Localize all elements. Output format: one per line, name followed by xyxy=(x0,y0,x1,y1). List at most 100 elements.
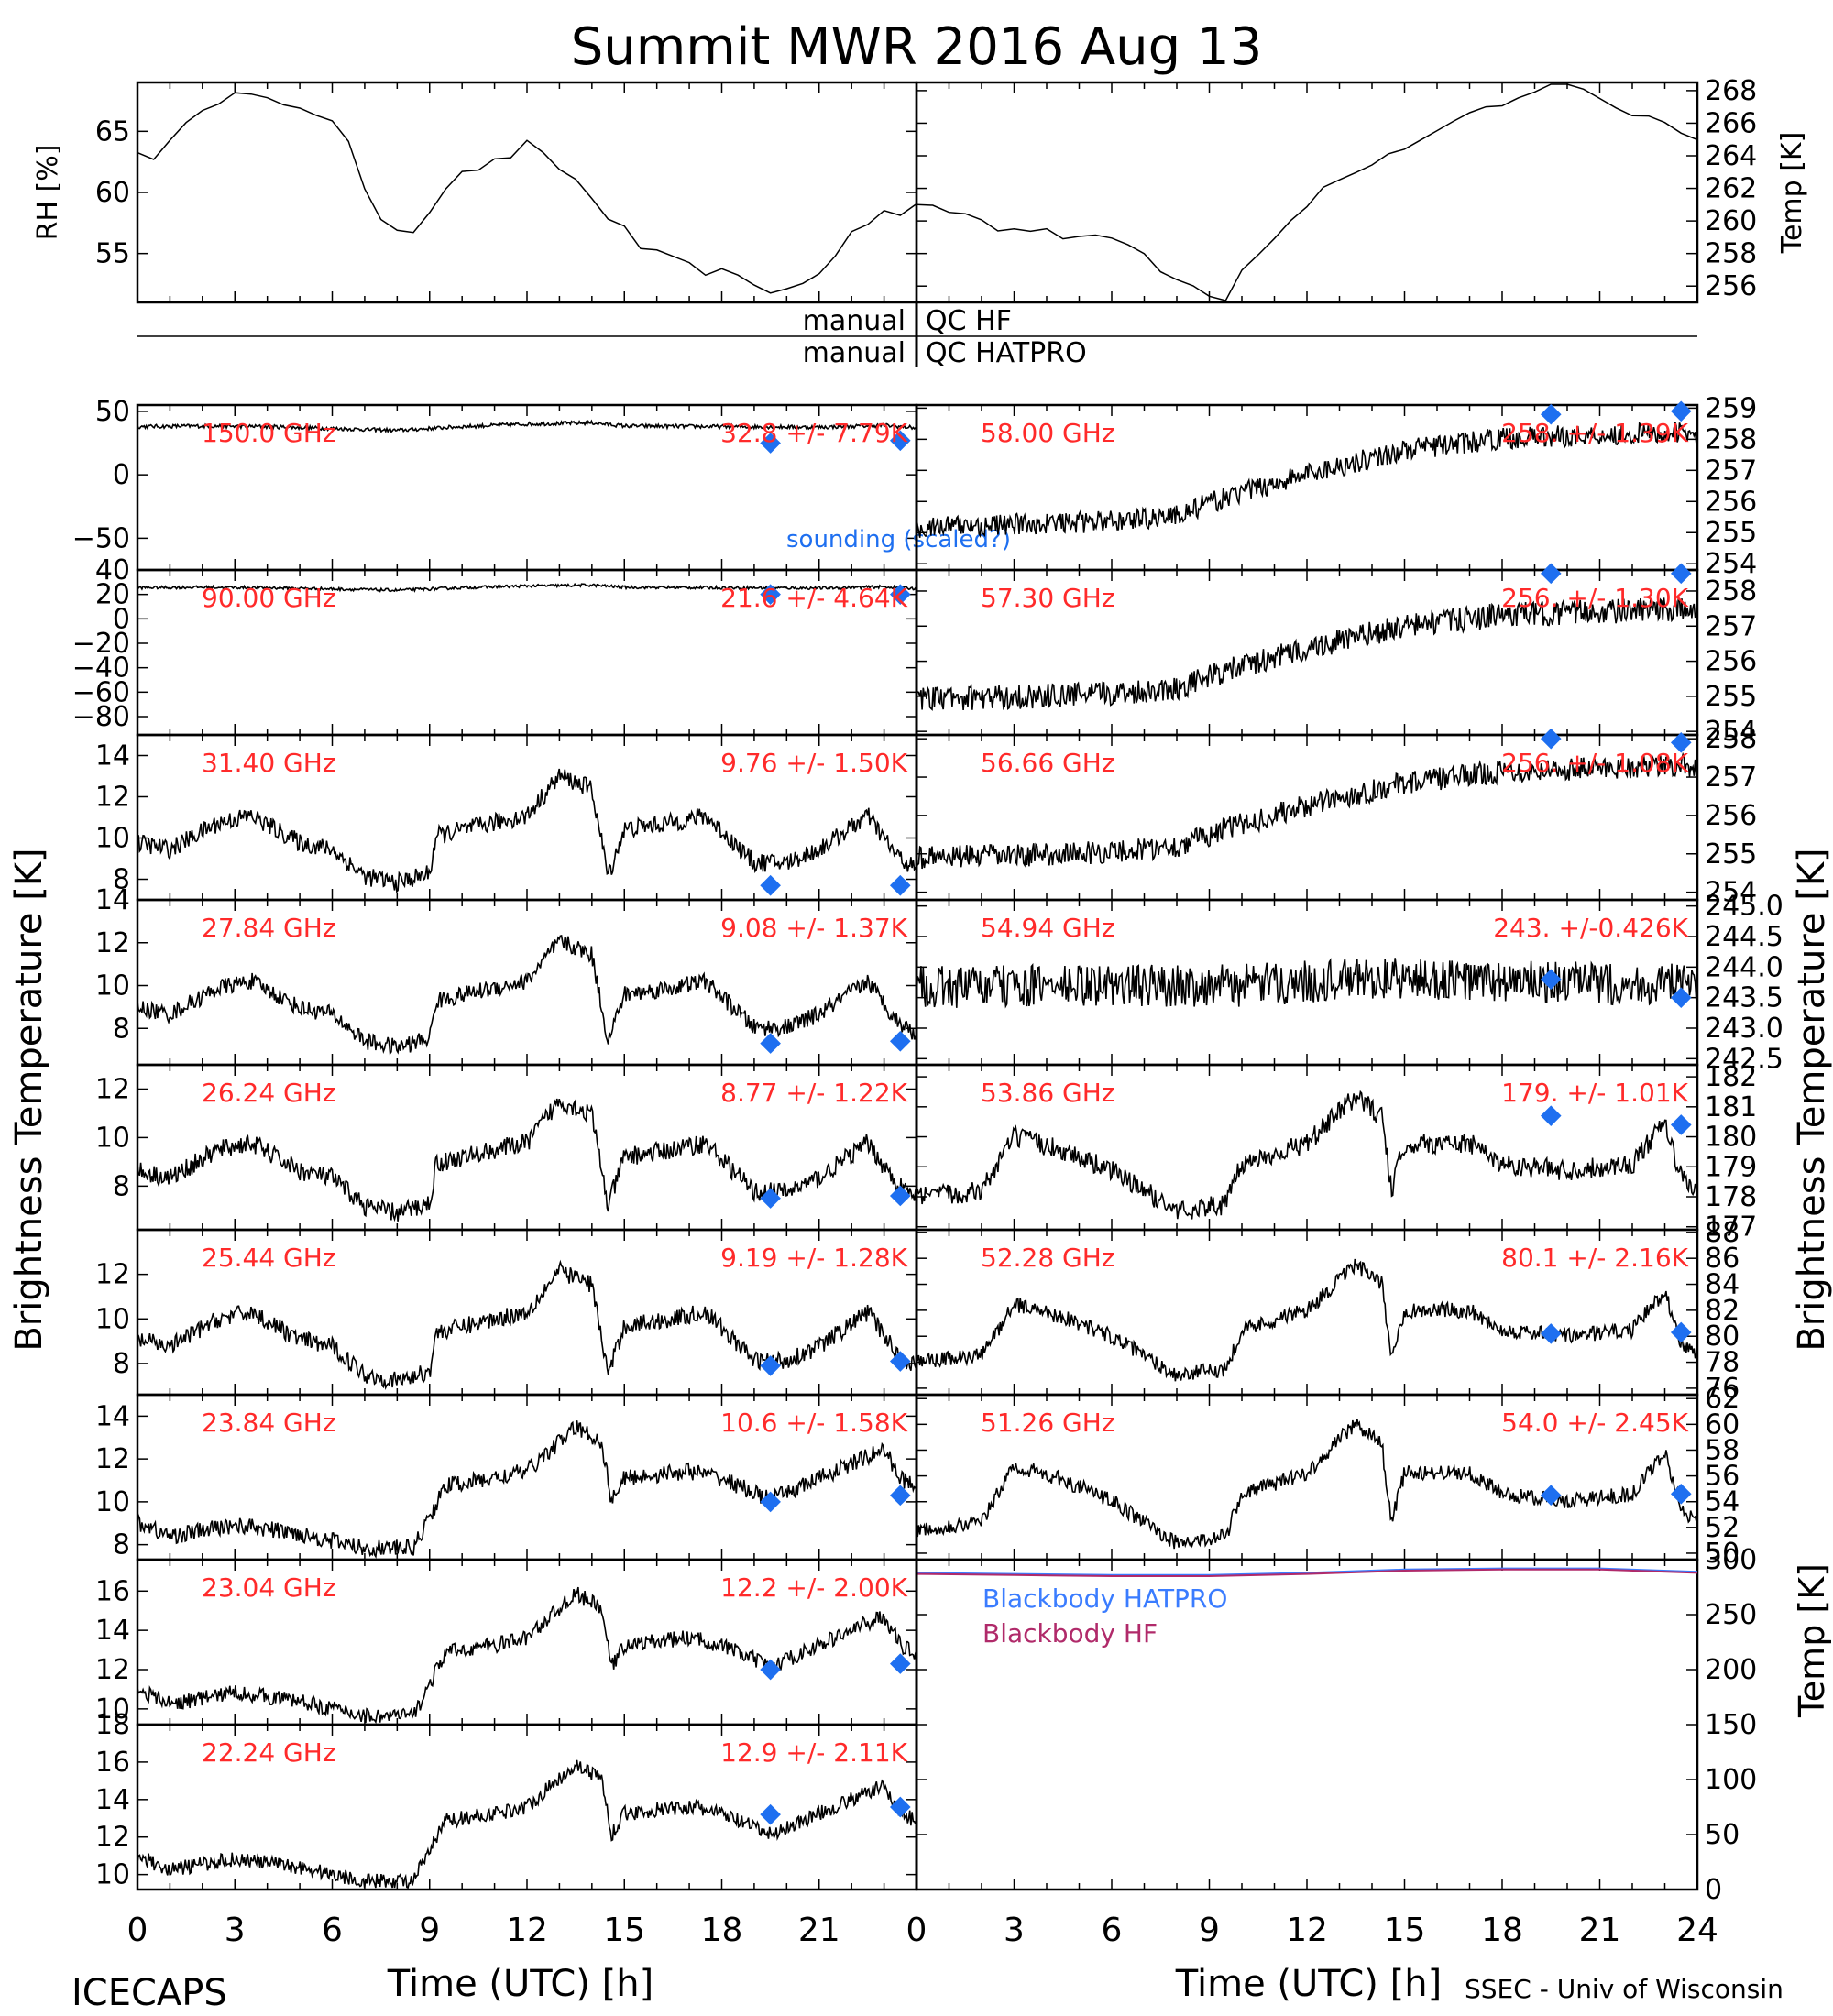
panel-bb-ytick-label: 300 xyxy=(1705,1544,1757,1576)
panel-c2384-ytick-label: 8 xyxy=(113,1529,130,1561)
x-tick-label-right: 18 xyxy=(1481,1912,1523,1949)
panel-c2304-channel-label: 23.04 GHz xyxy=(202,1572,336,1603)
panel-c5666-series-line xyxy=(916,751,1698,870)
rh-panel xyxy=(136,81,918,304)
panel-c5800-ytick-label: 259 xyxy=(1705,392,1757,424)
panel-c2784-stats-label: 9.08 +/- 1.37K xyxy=(720,913,907,943)
panel-c5666-sounding-point xyxy=(1540,728,1562,750)
qc-hatpro-left-label: manual xyxy=(803,337,906,369)
rh-ylabel: RH [%] xyxy=(32,145,64,241)
bb-ylabel: Temp [K] xyxy=(1792,1563,1832,1718)
bb-legend-label-0: Blackbody HATPRO xyxy=(982,1583,1227,1614)
panel-c5386-ytick-label: 179 xyxy=(1705,1151,1757,1183)
panel-bb-ytick-label: 250 xyxy=(1705,1599,1757,1631)
panel-c5494-channel-label: 54.94 GHz xyxy=(981,913,1115,943)
temp-ylabel: Temp [K] xyxy=(1776,132,1808,255)
panel-c5494-sounding-point xyxy=(1670,987,1692,1008)
panel-c2224-ytick-label: 10 xyxy=(95,1859,130,1891)
x-tick-label-right: 15 xyxy=(1384,1912,1426,1949)
temp-panel-ytick-label: 258 xyxy=(1705,238,1757,270)
panel-c2224-sounding-point xyxy=(889,1796,911,1818)
x-tick-label-left: 15 xyxy=(603,1912,645,1949)
rh-panel-ytick-label: 65 xyxy=(95,115,130,148)
panel-c5666-ytick-label: 255 xyxy=(1705,838,1757,871)
panel-c3140-series-line xyxy=(137,768,917,893)
panel-c90-sounding-point xyxy=(760,584,781,605)
panel-c90-ytick-label: 0 xyxy=(113,603,130,635)
panel-c5386-stats-label: 179. +/- 1.01K xyxy=(1501,1078,1688,1108)
panel-c90-ytick-label: −20 xyxy=(72,628,130,660)
x-tick-label-left: 3 xyxy=(225,1912,246,1949)
panel-c5386-sounding-point xyxy=(1540,1105,1562,1126)
panel-c5666-sounding-point xyxy=(1670,732,1692,753)
panel-c2624-ytick-label: 10 xyxy=(95,1122,130,1154)
panel-c3140-sounding-point xyxy=(760,874,781,896)
rh-panel-ytick-label: 60 xyxy=(95,177,130,209)
panel-c5666-ytick-label: 258 xyxy=(1705,723,1757,755)
temp-panel-ytick-label: 262 xyxy=(1705,173,1757,205)
panel-c5228-ytick-label: 76 xyxy=(1705,1373,1740,1405)
panel-c150-series-line xyxy=(137,419,917,434)
panel-bb-ytick-label: 100 xyxy=(1705,1764,1757,1796)
panel-c2784-series-line xyxy=(137,935,917,1056)
panel-c2384-ytick-label: 10 xyxy=(95,1486,130,1518)
panel-c5800-ytick-label: 256 xyxy=(1705,486,1757,518)
panel-c2384-channel-label: 23.84 GHz xyxy=(202,1408,336,1438)
x-tick-label-left: 0 xyxy=(127,1912,148,1949)
panel-c2624-ytick-label: 8 xyxy=(113,1170,130,1202)
panel-c5494-ytick-label: 243.5 xyxy=(1705,982,1784,1014)
panel-c5730-ytick-label: 255 xyxy=(1705,681,1757,713)
panel-c90-ytick-label: 20 xyxy=(95,579,130,611)
panel-c2784-ytick-label: 14 xyxy=(95,884,130,916)
panel-c5494-sounding-point xyxy=(1540,969,1562,990)
panel-c5800-ytick-label: 258 xyxy=(1705,423,1757,455)
panel-bb-ytick-label: 50 xyxy=(1705,1819,1740,1851)
panel-c5386-ytick-label: 181 xyxy=(1705,1091,1757,1123)
panel-c5666-ytick-label: 257 xyxy=(1705,761,1757,794)
panel-c5730-sounding-point xyxy=(1540,563,1562,585)
panel-c5730-sounding-point xyxy=(1670,563,1692,585)
x-tick-label-left: 6 xyxy=(322,1912,343,1949)
bb-series-line-0 xyxy=(916,1567,1698,1576)
panel-c150-ytick-label: 50 xyxy=(95,396,130,428)
panel-c2544-ytick-label: 12 xyxy=(95,1259,130,1291)
panel-c5228-ytick-label: 86 xyxy=(1705,1243,1740,1275)
panel-c5494-ytick-label: 242.5 xyxy=(1705,1043,1784,1075)
x-tick-label-left: 21 xyxy=(798,1912,840,1949)
panel-c2784-sounding-point xyxy=(889,1030,911,1052)
panel-c5126-series-line xyxy=(916,1419,1698,1550)
x-tick-label-right: 12 xyxy=(1286,1912,1328,1949)
panel-c5126-ytick-label: 50 xyxy=(1705,1538,1740,1570)
panel-c2624-channel-label: 26.24 GHz xyxy=(202,1078,336,1108)
panel-c2384-sounding-point xyxy=(760,1491,781,1513)
x-tick-label-left: 18 xyxy=(701,1912,743,1949)
panel-c2384-ytick-label: 14 xyxy=(95,1400,130,1432)
panel-c5494-ytick-label: 244.0 xyxy=(1705,951,1784,983)
panel-c5386-ytick-label: 178 xyxy=(1705,1181,1757,1213)
panel-c5386-series-line xyxy=(916,1090,1698,1220)
panel-c5228-ytick-label: 82 xyxy=(1705,1295,1740,1327)
panel-c2224-series-line xyxy=(137,1759,917,1890)
panel-c5494-ytick-label: 243.0 xyxy=(1705,1013,1784,1045)
sounding-label: sounding (scaled?) xyxy=(786,526,1011,553)
panel-c5730-ytick-label: 254 xyxy=(1705,716,1757,748)
panel-c5800-series-line xyxy=(916,422,1698,539)
panel-c90-ytick-label: −80 xyxy=(72,701,130,733)
panel-c5386-channel-label: 53.86 GHz xyxy=(981,1078,1115,1108)
rh-series-line xyxy=(137,92,917,294)
panel-c150-sounding-point xyxy=(760,433,781,454)
panel-c3140-stats-label: 9.76 +/- 1.50K xyxy=(720,748,907,778)
figure-title: Summit MWR 2016 Aug 13 xyxy=(571,17,1263,77)
panel-c2224-sounding-point xyxy=(760,1803,781,1825)
panel-c5730-channel-label: 57.30 GHz xyxy=(981,583,1115,613)
panel-c2224-stats-label: 12.9 +/- 2.11K xyxy=(720,1737,907,1768)
panel-c2224-channel-label: 22.24 GHz xyxy=(202,1737,336,1768)
panel-c5800-sounding-point xyxy=(1670,400,1692,422)
panel-c2784-ytick-label: 8 xyxy=(113,1013,130,1045)
panel-c2624-ytick-label: 12 xyxy=(95,1073,130,1105)
panel-bb-ytick-label: 0 xyxy=(1705,1874,1722,1906)
x-tick-label-right: 21 xyxy=(1579,1912,1621,1949)
footer-right-label: SSEC - Univ of Wisconsin xyxy=(1465,1974,1784,2004)
panel-c5386-ytick-label: 180 xyxy=(1705,1122,1757,1154)
panel-c2304-stats-label: 12.2 +/- 2.00K xyxy=(720,1572,907,1603)
